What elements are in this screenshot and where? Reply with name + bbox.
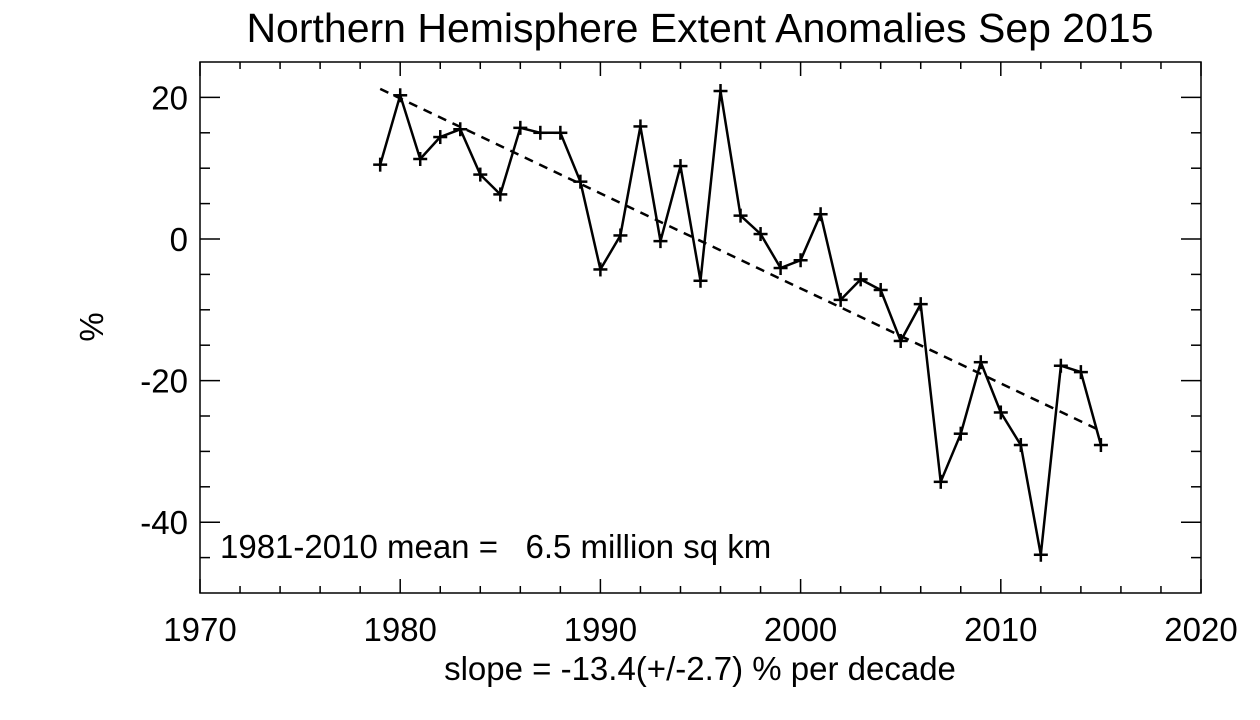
data-point-marker — [533, 125, 548, 140]
x-tick-label: 1980 — [363, 611, 436, 648]
data-point-marker — [1033, 547, 1048, 562]
data-point-marker — [653, 234, 668, 249]
x-axis-label: slope = -13.4(+/-2.7) % per decade — [444, 650, 956, 687]
data-point-marker — [813, 207, 828, 222]
data-point-marker — [873, 282, 888, 297]
data-point-marker — [673, 159, 688, 174]
data-point-marker — [973, 355, 988, 370]
data-point-marker — [1073, 365, 1088, 380]
data-point-marker — [373, 157, 388, 172]
data-point-marker — [753, 227, 768, 242]
data-point-marker — [693, 273, 708, 288]
data-point-marker — [933, 474, 948, 489]
mean-annotation: 1981-2010 mean = 6.5 million sq km — [220, 528, 771, 565]
y-axis-tick-labels: -40 -20 0 20 — [140, 79, 188, 541]
data-point-marker — [413, 151, 428, 166]
data-point-marker — [993, 405, 1008, 420]
x-axis-tick-labels: 1970 1980 1990 2000 2010 2020 — [163, 611, 1237, 648]
data-point-marker — [633, 119, 648, 134]
x-tick-label: 2000 — [764, 611, 837, 648]
x-tick-label: 2020 — [1164, 611, 1237, 648]
markers-layer — [373, 84, 1108, 562]
chart-title: Northern Hemisphere Extent Anomalies Sep… — [246, 5, 1153, 51]
y-tick-label: 0 — [170, 221, 188, 258]
data-point-marker — [853, 272, 868, 287]
data-point-marker — [393, 88, 408, 103]
y-tick-label: 20 — [151, 79, 188, 116]
y-axis-ticks — [200, 96, 1201, 559]
data-point-marker — [553, 125, 568, 140]
plot-frame — [199, 61, 1202, 594]
data-point-marker — [713, 84, 728, 99]
data-point-marker — [1093, 438, 1108, 453]
data-point-marker — [513, 120, 528, 135]
data-point-marker — [593, 262, 608, 277]
data-point-marker — [613, 228, 628, 243]
x-axis-ticks — [199, 62, 1202, 593]
data-point-marker — [453, 122, 468, 137]
anomaly-line — [378, 89, 1103, 557]
x-tick-label: 1990 — [564, 611, 637, 648]
data-point-marker — [573, 174, 588, 189]
data-point-marker — [833, 292, 848, 307]
data-point-marker — [793, 253, 808, 268]
y-tick-label: -40 — [140, 504, 188, 541]
data-point-marker — [773, 261, 788, 276]
data-point-marker — [893, 333, 908, 348]
data-point-marker — [733, 208, 748, 223]
data-point-marker — [913, 297, 928, 312]
data-point-marker — [1013, 438, 1028, 453]
y-tick-label: -20 — [140, 363, 188, 400]
data-point-marker — [493, 187, 508, 202]
trend-line — [379, 87, 1102, 433]
data-point-marker — [1053, 358, 1068, 373]
x-tick-label: 2010 — [964, 611, 1037, 648]
data-point-marker — [473, 167, 488, 182]
series-layer — [378, 87, 1103, 557]
x-tick-label: 1970 — [163, 611, 236, 648]
data-point-marker — [953, 426, 968, 441]
data-point-marker — [433, 130, 448, 145]
y-axis-label: % — [73, 312, 110, 341]
